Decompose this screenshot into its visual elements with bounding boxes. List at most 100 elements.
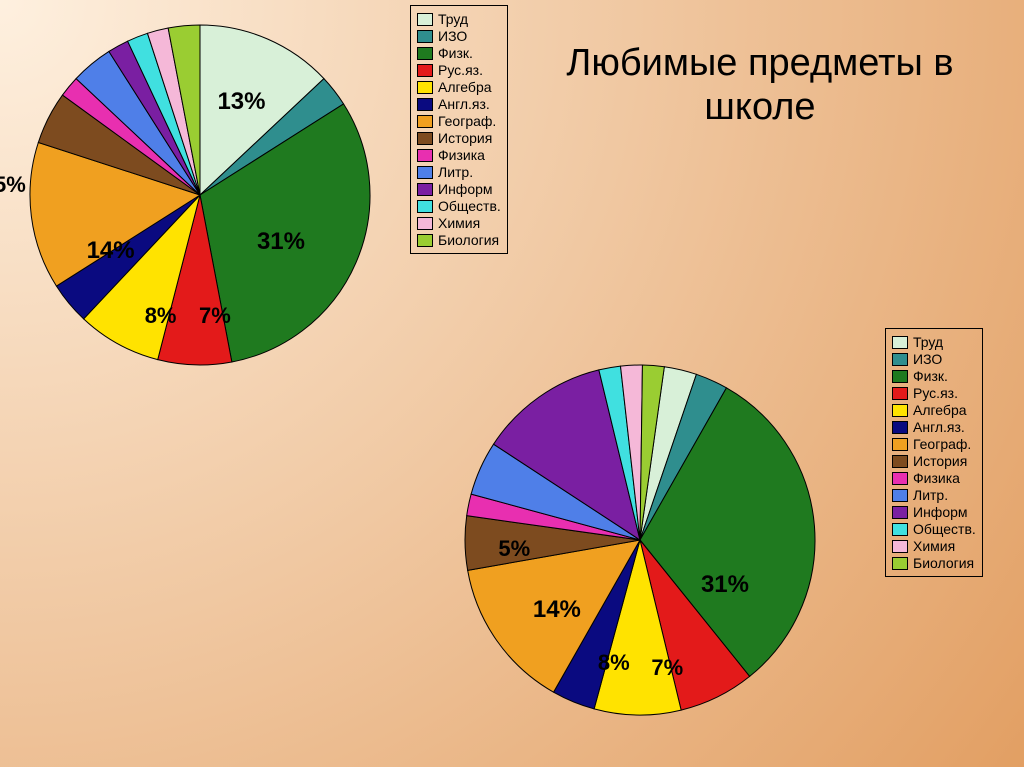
legend-item: Информ: [892, 504, 976, 520]
legend-swatch: [417, 115, 433, 128]
legend-label: Обществ.: [913, 521, 976, 537]
legend-label: Химия: [438, 215, 480, 231]
pie-slice-label: 8%: [598, 650, 630, 676]
pie-slice-label: 31%: [257, 228, 305, 256]
legend-label: Алгебра: [913, 402, 967, 418]
legend-swatch: [417, 64, 433, 77]
legend-swatch: [417, 30, 433, 43]
legend-item: Географ.: [892, 436, 976, 452]
legend-swatch: [417, 166, 433, 179]
legend-item: Физк.: [892, 368, 976, 384]
legend-label: Информ: [913, 504, 968, 520]
legend-swatch: [892, 438, 908, 451]
legend-swatch: [892, 523, 908, 536]
legend-label: Труд: [438, 11, 468, 27]
legend-swatch: [417, 200, 433, 213]
pie-chart-2: 31% 7% 8% 14% 5%: [463, 363, 817, 717]
legend-label: Географ.: [438, 113, 496, 129]
legend-label: Биология: [913, 555, 974, 571]
chart-canvas: Любимые предметы в школе 13% 31% 7% 8% 14% 5%…: [0, 0, 1024, 767]
legend-swatch: [417, 183, 433, 196]
legend-swatch: [892, 540, 908, 553]
legend-item: Информ: [417, 181, 501, 197]
legend-item: Труд: [417, 11, 501, 27]
legend-swatch: [892, 336, 908, 349]
legend-item: Химия: [417, 215, 501, 231]
legend-label: ИЗО: [913, 351, 942, 367]
legend-item: Обществ.: [417, 198, 501, 214]
pie-slice-label: 5%: [0, 172, 26, 198]
pie-slice-label: 14%: [533, 596, 581, 624]
legend-label: История: [438, 130, 492, 146]
pie-slice-label: 7%: [199, 303, 231, 329]
legend-swatch: [417, 13, 433, 26]
legend-swatch: [417, 81, 433, 94]
legend-label: Литр.: [913, 487, 948, 503]
legend-label: Физк.: [913, 368, 948, 384]
legend-label: Физк.: [438, 45, 473, 61]
legend-label: Биология: [438, 232, 499, 248]
legend-label: Физика: [438, 147, 485, 163]
legend-item: Труд: [892, 334, 976, 350]
legend-swatch: [892, 455, 908, 468]
legend-label: Англ.яз.: [913, 419, 965, 435]
chart-title: Любимые предметы в школе: [540, 41, 980, 129]
legend-item: Физика: [892, 470, 976, 486]
legend-swatch: [417, 149, 433, 162]
legend-swatch: [417, 47, 433, 60]
legend-label: Географ.: [913, 436, 971, 452]
legend-item: История: [417, 130, 501, 146]
legend-label: История: [913, 453, 967, 469]
legend-label: Рус.яз.: [438, 62, 483, 78]
legend-label: Рус.яз.: [913, 385, 958, 401]
legend-item: Биология: [892, 555, 976, 571]
pie-slice-label: 8%: [145, 303, 177, 329]
legend-swatch: [417, 98, 433, 111]
legend-item: Географ.: [417, 113, 501, 129]
legend-item: Англ.яз.: [417, 96, 501, 112]
legend-label: Англ.яз.: [438, 96, 490, 112]
legend-item: Физк.: [417, 45, 501, 61]
legend-label: Обществ.: [438, 198, 501, 214]
legend-label: Труд: [913, 334, 943, 350]
legend-swatch: [892, 557, 908, 570]
legend-item: Биология: [417, 232, 501, 248]
pie-slice-label: 7%: [651, 655, 683, 681]
pie-chart-1: 13%31%7%8%14%5%: [28, 23, 372, 367]
legend-swatch: [892, 404, 908, 417]
legend-swatch: [892, 421, 908, 434]
legend-swatch: [417, 234, 433, 247]
legend-item: Литр.: [892, 487, 976, 503]
legend-item: Литр.: [417, 164, 501, 180]
legend-item: Рус.яз.: [892, 385, 976, 401]
legend-label: Алгебра: [438, 79, 492, 95]
legend-swatch: [417, 132, 433, 145]
legend-item: Англ.яз.: [892, 419, 976, 435]
legend-item: Физика: [417, 147, 501, 163]
legend-2: ТрудИЗОФизк.Рус.яз.АлгебраАнгл.яз.Геогра…: [885, 328, 983, 577]
pie-slice-label: 14%: [87, 237, 135, 265]
legend-swatch: [892, 472, 908, 485]
legend-item: Химия: [892, 538, 976, 554]
pie-slice-label: 31%: [701, 571, 749, 599]
legend-swatch: [892, 370, 908, 383]
legend-label: Физика: [913, 470, 960, 486]
legend-item: Алгебра: [417, 79, 501, 95]
legend-swatch: [892, 489, 908, 502]
legend-label: ИЗО: [438, 28, 467, 44]
legend-item: Алгебра: [892, 402, 976, 418]
legend-item: ИЗО: [417, 28, 501, 44]
pie-slice-label: 5%: [498, 536, 530, 562]
pie-slice-label: 13%: [217, 88, 265, 116]
legend-item: Рус.яз.: [417, 62, 501, 78]
legend-1: ТрудИЗОФизк.Рус.яз.АлгебраАнгл.яз.Геогра…: [410, 5, 508, 254]
legend-item: ИЗО: [892, 351, 976, 367]
legend-swatch: [892, 387, 908, 400]
legend-swatch: [892, 506, 908, 519]
legend-item: Обществ.: [892, 521, 976, 537]
legend-label: Химия: [913, 538, 955, 554]
legend-item: История: [892, 453, 976, 469]
title-text: Любимые предметы в школе: [566, 42, 953, 128]
legend-swatch: [892, 353, 908, 366]
legend-label: Информ: [438, 181, 493, 197]
